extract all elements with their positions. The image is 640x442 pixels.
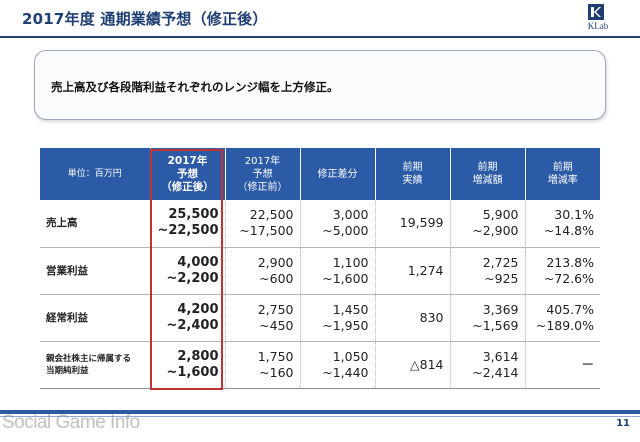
table-cell: 2,750 ~450: [224, 294, 300, 342]
table-cell: ー: [524, 341, 600, 389]
summary-callout: 売上高及び各段階利益それぞれのレンジ幅を上方修正。: [34, 50, 606, 120]
table-cell: 30.1% ~14.8%: [524, 200, 600, 248]
table-cell: 19,599: [374, 200, 450, 248]
summary-text: 売上高及び各段階利益それぞれのレンジ幅を上方修正。: [51, 80, 339, 94]
column-header-revision-diff: 修正差分: [299, 148, 375, 200]
table-cell: 1,274: [374, 247, 450, 295]
footer-divider-thin: [0, 416, 640, 417]
forecast-table: 単位：百万円 2017年 予想 （修正後） 2017年 予想 （修正前） 修正差…: [40, 148, 600, 389]
column-header-previous-forecast: 2017年 予想 （修正前）: [224, 148, 300, 200]
table-cell: 3,369 ~1,569: [449, 294, 525, 342]
table-cell: 25,500 ~22,500: [149, 200, 225, 248]
row-label-ordinary-profit: 経常利益: [40, 294, 150, 342]
table-cell: 22,500 ~17,500: [224, 200, 300, 248]
table-cell: 3,000 ~5,000: [299, 200, 375, 248]
footer-divider: [0, 410, 640, 414]
watermark: Social Game Info: [2, 412, 140, 433]
klab-logo: KLab: [578, 4, 618, 34]
table-cell: 1,750 ~160: [224, 341, 300, 389]
column-header-yoy-change: 前期 増減額: [449, 148, 525, 200]
title-divider: [0, 36, 640, 38]
table-row: 経常利益 4,200 ~2,400 2,750 ~450 1,450 ~1,950 8…: [40, 294, 600, 342]
column-header-yoy-rate: 前期 増減率: [524, 148, 600, 200]
table-cell: 4,200 ~2,400: [149, 294, 225, 342]
table-row: 親会社株主に帰属する 当期純利益 2,800 ~1,600 1,750 ~160 1,…: [40, 341, 600, 389]
table-cell: 2,800 ~1,600: [149, 341, 225, 389]
table-cell: 405.7% ~189.0%: [524, 294, 600, 342]
unit-label: 単位：百万円: [40, 148, 150, 200]
table-row: 営業利益 4,000 ~2,200 2,900 ~600 1,100 ~1,600 1…: [40, 247, 600, 295]
row-label-revenue: 売上高: [40, 200, 150, 248]
table-header-row: 単位：百万円 2017年 予想 （修正後） 2017年 予想 （修正前） 修正差…: [40, 148, 600, 200]
table-cell: 213.8% ~72.6%: [524, 247, 600, 295]
logo-text: KLab: [587, 21, 609, 31]
table-cell: △814: [374, 341, 450, 389]
table-cell: 830: [374, 294, 450, 342]
row-label-operating-profit: 営業利益: [40, 247, 150, 295]
table-cell: 5,900 ~2,900: [449, 200, 525, 248]
column-header-revised-forecast: 2017年 予想 （修正後）: [149, 148, 225, 200]
table-cell: 1,050 ~1,440: [299, 341, 375, 389]
table-cell: 3,614 ~2,414: [449, 341, 525, 389]
table-cell: 4,000 ~2,200: [149, 247, 225, 295]
column-header-prior-actual: 前期 実績: [374, 148, 450, 200]
page-title: 2017年度 通期業績予想（修正後）: [22, 10, 268, 28]
row-label-net-income: 親会社株主に帰属する 当期純利益: [40, 341, 150, 389]
table-cell: 1,450 ~1,950: [299, 294, 375, 342]
table-cell: 2,900 ~600: [224, 247, 300, 295]
table-cell: 1,100 ~1,600: [299, 247, 375, 295]
klab-logo-icon: [588, 4, 604, 20]
table-row: 売上高 25,500 ~22,500 22,500 ~17,500 3,000 ~5,…: [40, 200, 600, 248]
page-number: 11: [616, 418, 630, 429]
table-cell: 2,725 ~925: [449, 247, 525, 295]
